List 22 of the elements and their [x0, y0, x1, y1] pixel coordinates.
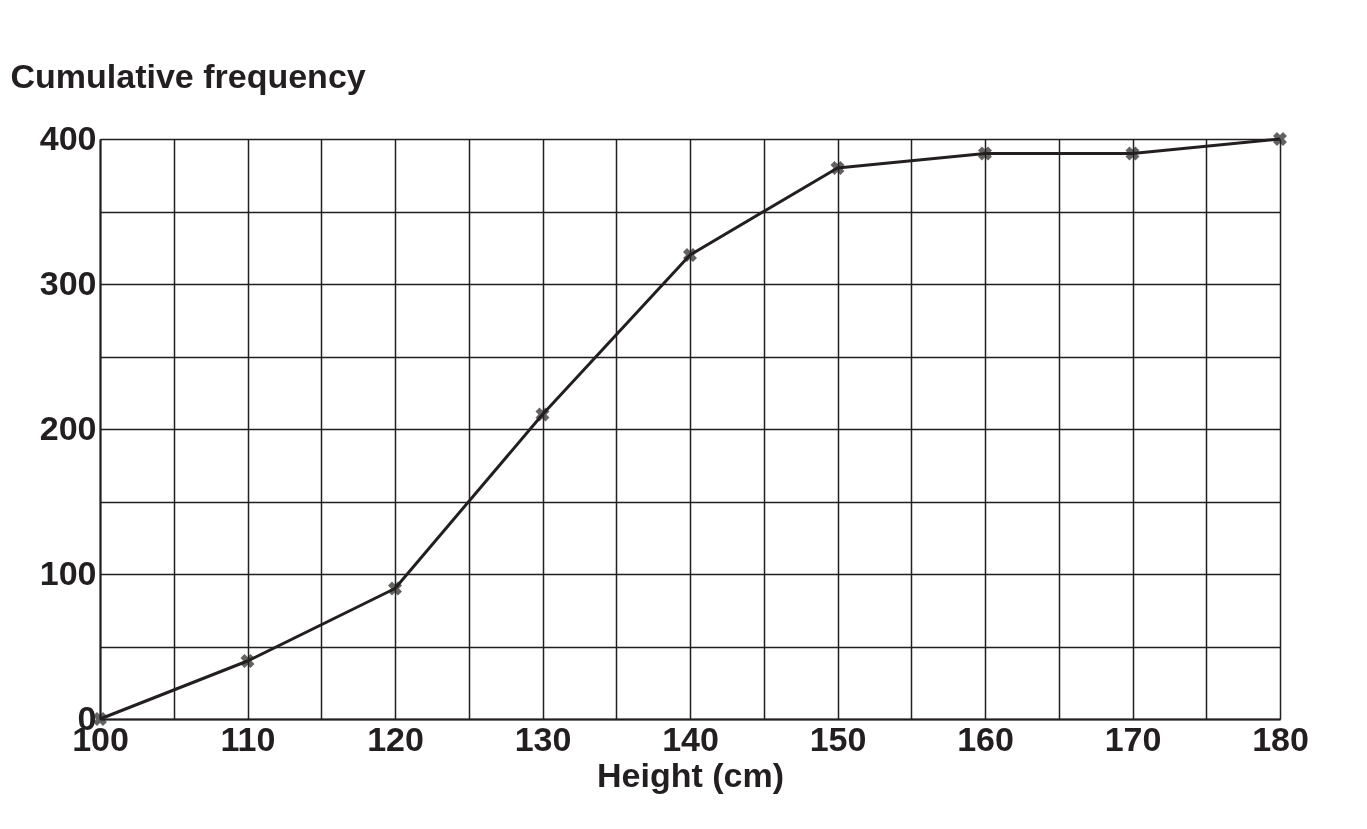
x-tick-label: 130	[514, 719, 572, 758]
point	[830, 161, 845, 175]
x-tick-label: 150	[809, 719, 867, 758]
y-axis-title: Cumulative frequency	[10, 56, 366, 95]
point	[388, 581, 402, 596]
point	[1125, 146, 1140, 161]
point	[535, 407, 550, 422]
point	[978, 146, 992, 161]
y-tick-label: 100	[39, 553, 97, 592]
x-tick-label: 120	[367, 719, 424, 758]
x-axis-title: Height (cm)	[597, 755, 784, 794]
x-tick-label: 180	[1252, 719, 1309, 758]
y-tick-label: 400	[39, 118, 97, 157]
point	[1273, 132, 1287, 146]
x-tick-label: 160	[957, 719, 1014, 758]
x-tick-label: 140	[662, 719, 719, 758]
x-tick-label: 110	[220, 719, 276, 758]
x-tick-label: 170	[1104, 719, 1162, 758]
y-tick-label: 200	[39, 408, 97, 447]
y-tick-label: 300	[39, 263, 97, 302]
point	[240, 654, 255, 668]
point	[683, 248, 697, 262]
